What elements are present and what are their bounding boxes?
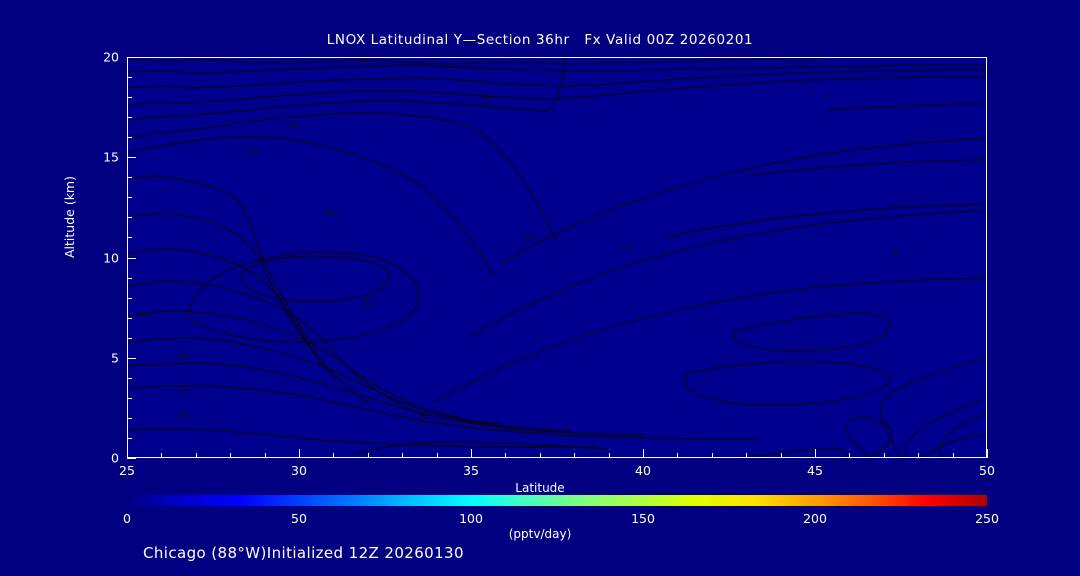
x-axis-minor-tick <box>333 453 334 458</box>
colorbar-tick-label: 0 <box>123 511 131 526</box>
x-axis-minor-tick <box>196 453 197 458</box>
contour-lines-svg <box>128 58 986 457</box>
x-axis-minor-tick <box>746 453 747 458</box>
x-axis-tick-label: 50 <box>979 463 995 478</box>
x-axis-title: Latitude <box>515 481 565 495</box>
y-axis-minor-tick <box>127 298 132 299</box>
y-axis-minor-tick <box>127 137 132 138</box>
x-axis-minor-tick <box>849 453 850 458</box>
x-axis-minor-tick <box>230 453 231 458</box>
y-axis-minor-tick <box>127 217 132 218</box>
x-axis-minor-tick <box>505 453 506 458</box>
x-axis-minor-tick <box>781 453 782 458</box>
x-axis-tick-label: 40 <box>635 463 651 478</box>
y-axis-tick-label: 20 <box>103 49 119 65</box>
x-axis-major-tick <box>643 449 644 458</box>
y-axis-tick-label: 15 <box>103 149 119 165</box>
x-axis-minor-tick <box>265 453 266 458</box>
colorbar-tick-label: 150 <box>631 511 655 526</box>
y-axis-minor-tick <box>127 97 132 98</box>
y-axis-tick-label: 0 <box>111 450 119 466</box>
page-title: LNOX Latitudinal Y—Section 36hr Fx Valid… <box>326 32 754 48</box>
colorbar-tick-label: 100 <box>459 511 483 526</box>
y-axis-major-tick <box>127 358 136 359</box>
y-axis-major-tick <box>127 57 136 58</box>
colorbar-tick-label: 200 <box>803 511 827 526</box>
y-axis-tick-label: 5 <box>111 350 119 366</box>
y-axis-major-tick <box>127 157 136 158</box>
y-axis-minor-tick <box>127 197 132 198</box>
colorbar <box>127 495 987 506</box>
y-axis-minor-tick <box>127 398 132 399</box>
x-axis-minor-tick <box>918 453 919 458</box>
x-axis-minor-tick <box>368 453 369 458</box>
y-axis-minor-tick <box>127 237 132 238</box>
colorbar-tick-label: 50 <box>291 511 307 526</box>
x-axis-tick-label: 30 <box>291 463 307 478</box>
plot-area: 20 30 40 50 60 50 40 30 20 10 20 10 0 0 <box>127 57 987 458</box>
y-axis-minor-tick <box>127 77 132 78</box>
x-axis-major-tick <box>471 449 472 458</box>
x-axis-minor-tick <box>437 453 438 458</box>
y-axis-minor-tick <box>127 378 132 379</box>
x-axis-major-tick <box>299 449 300 458</box>
y-axis-minor-tick <box>127 177 132 178</box>
x-axis-tick-label: 35 <box>463 463 479 478</box>
x-axis-minor-tick <box>677 453 678 458</box>
colorbar-tick-label: 250 <box>975 511 999 526</box>
y-axis-tick-label: 10 <box>103 250 119 265</box>
x-axis-minor-tick <box>953 453 954 458</box>
x-axis-minor-tick <box>161 453 162 458</box>
colorbar-units-label: (pptv/day) <box>508 527 572 541</box>
y-axis-major-tick <box>127 258 136 259</box>
x-axis-major-tick <box>987 449 988 458</box>
x-axis-major-tick <box>127 449 128 458</box>
y-axis-minor-tick <box>127 438 132 439</box>
y-axis-title: Altitude (km) <box>62 176 77 258</box>
colorbar-gradient <box>127 495 987 506</box>
contour-plot-canvas: 20 30 40 50 60 50 40 30 20 10 20 10 0 0 <box>128 58 986 457</box>
y-axis-minor-tick <box>127 117 132 118</box>
y-axis-minor-tick <box>127 278 132 279</box>
figure-caption: Chicago (88°W)Initialized 12Z 20260130 <box>143 544 464 562</box>
y-axis-minor-tick <box>127 318 132 319</box>
y-axis-minor-tick <box>127 338 132 339</box>
x-axis-minor-tick <box>609 453 610 458</box>
x-axis-minor-tick <box>884 453 885 458</box>
x-axis-minor-tick <box>712 453 713 458</box>
x-axis-minor-tick <box>402 453 403 458</box>
x-axis-tick-label: 25 <box>119 463 135 478</box>
x-axis-major-tick <box>815 449 816 458</box>
x-axis-minor-tick <box>574 453 575 458</box>
y-axis-major-tick <box>127 458 136 459</box>
x-axis-minor-tick <box>540 453 541 458</box>
x-axis-tick-label: 45 <box>807 463 823 478</box>
y-axis-minor-tick <box>127 418 132 419</box>
